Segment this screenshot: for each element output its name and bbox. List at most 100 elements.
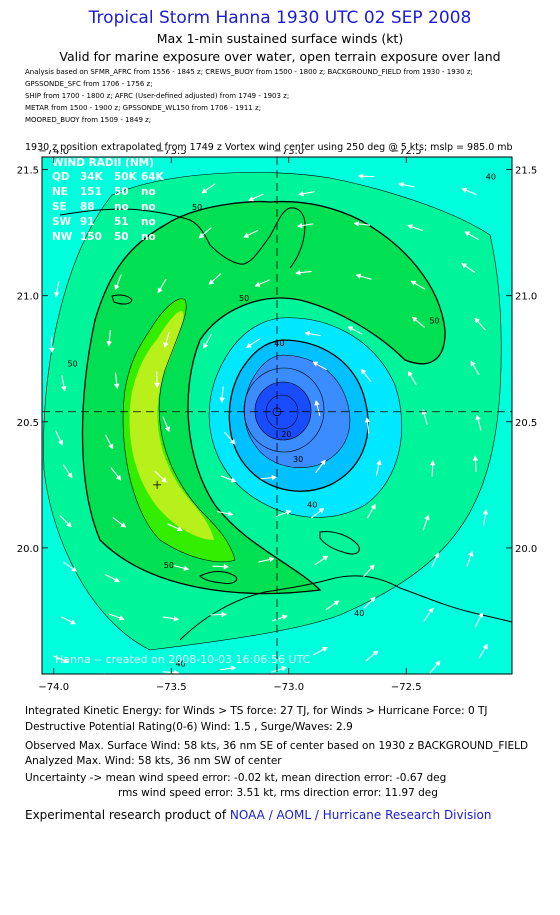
wind-field: 50 50 50 50 50 40 40 40 40 40 30 20 WIND RADII (NM)…: [42, 157, 512, 674]
wind-vector-head: [468, 550, 474, 557]
contour-label: 50: [429, 316, 439, 325]
chart-title: Tropical Storm Hanna 1930 UTC 02 SEP 200…: [88, 8, 472, 28]
wind-vector-head: [245, 342, 252, 348]
wind-analysis-plot: 50 50 50 50 50 40 40 40 40 40 30 20 WIND RADII (NM)…: [17, 150, 538, 693]
source-line: MOORED_BUOY from 1509 - 1849 z;: [25, 116, 152, 124]
wind-vector-head: [248, 196, 255, 202]
hrd-link[interactable]: NOAA / AOML / Hurricane Research Divisio…: [229, 808, 492, 822]
source-line: SHIP from 1700 - 1800 z; AFRC (User-defi…: [25, 92, 290, 100]
wind-vector-head: [464, 231, 471, 237]
wind-vector-head: [364, 417, 371, 423]
wind-vector-head: [114, 284, 120, 291]
wind-vector-head: [407, 224, 413, 230]
contour-label: 40: [307, 501, 317, 510]
plot-frame: [41, 156, 513, 675]
wind-radii-title: WIND RADII (NM): [52, 157, 154, 169]
wind-vector-head: [173, 615, 180, 622]
wind-vector-head: [66, 521, 72, 528]
wind-vector-head: [203, 342, 209, 349]
wind-radii-header-cell: 34K: [80, 171, 104, 183]
wind-vector-head: [398, 181, 405, 188]
analyzed-max-wind: Analyzed Max. Wind: 58 kts, 36 nm SW of …: [25, 755, 282, 767]
observed-max-wind: Observed Max. Surface Wind: 58 kts, 36 n…: [25, 740, 529, 752]
wind-radii-cell: 91: [80, 216, 95, 228]
wind-vector-head: [61, 385, 67, 392]
contour-label: 30: [293, 455, 303, 464]
wind-vector-head: [304, 330, 311, 337]
wind-vector-head: [201, 188, 208, 194]
source-line: METAR from 1500 - 1900 z; GPSSONDE_WL150…: [25, 104, 262, 112]
wind-vector-head: [154, 382, 160, 388]
wind-radii-header-cell: 50K: [114, 171, 138, 183]
wind-vector-head: [106, 341, 112, 347]
wind-radii-cell: NE: [52, 186, 68, 198]
y-tick-label-right: 20.0: [515, 544, 537, 555]
wind-vector-head: [271, 474, 277, 481]
coastlines: [59, 207, 512, 641]
creation-watermark: Hanna -- created on 2008-10-03 16:06:56 …: [55, 653, 311, 666]
wind-radii-cell: no: [141, 201, 156, 213]
wind-radii-table: WIND RADII (NM) QD 34K 50K 64K NE 151 50 no SE 88…: [52, 157, 165, 243]
wind-vector-head: [407, 370, 413, 377]
wind-radii-cell: 50: [114, 231, 129, 243]
wind-vector-head: [219, 397, 225, 403]
wind-vector-head: [424, 514, 430, 521]
wind-vector-head: [161, 477, 167, 483]
wind-radii-cell: 50: [114, 186, 129, 198]
contour-label: 40: [354, 609, 364, 618]
coastline-island: [111, 294, 133, 305]
wind-vector-head: [482, 509, 489, 515]
uncertainty-rms: rms wind speed error: 3.51 kt, rms direc…: [118, 787, 438, 799]
storm-center-marker: [272, 407, 282, 417]
wind-vector-head: [376, 459, 382, 466]
wind-vector-head: [254, 281, 261, 287]
contour-label: 40: [486, 173, 496, 182]
x-tick-label-top: −72.5: [391, 150, 422, 157]
coastline-island: [199, 571, 238, 584]
wind-vector-head: [243, 232, 250, 238]
wind-radii-cell: no: [141, 216, 156, 228]
wind-vector-head: [113, 383, 120, 390]
wind-vector-head: [229, 438, 236, 445]
wind-radii-cell: no: [141, 186, 156, 198]
uncertainty-mean: Uncertainty -> mean wind speed error: -0…: [25, 772, 447, 784]
x-tick-label-bottom: −73.5: [156, 682, 187, 693]
wind-vector-head: [221, 611, 227, 618]
wind-radii-cell: SE: [52, 201, 67, 213]
axis-tick-labels: −74.0 −74.0 −73.5 −73.5 −73.0 −73.0 −72.5 −72.5…: [17, 150, 538, 693]
wind-vector-head: [268, 556, 275, 563]
wind-vector-head: [295, 269, 301, 276]
wind-vector-head: [115, 673, 116, 674]
wind-vector-head: [428, 607, 434, 614]
contour-label: 50: [239, 294, 249, 303]
wind-vector-head: [355, 273, 362, 279]
contour-label: 50: [164, 561, 174, 570]
wind-vector-head: [372, 650, 379, 657]
wind-vector-head: [157, 287, 163, 294]
wind-vector-head: [120, 522, 127, 528]
wind-vector-head: [369, 564, 375, 571]
coastline-island: [319, 531, 360, 555]
wind-vector-head: [434, 660, 441, 667]
wind-vector-head: [318, 507, 325, 514]
wind-vector-head: [411, 316, 418, 323]
wind-vector-head: [118, 615, 125, 621]
wind-radii-header-cell: 64K: [141, 171, 165, 183]
wind-radii-cell: 51: [114, 216, 129, 228]
wind-vector-head: [281, 666, 287, 672]
x-tick-label-top: −73.0: [273, 150, 304, 157]
y-tick-label-right: 21.5: [515, 166, 537, 177]
wind-vector-head: [353, 221, 360, 227]
x-tick-label-bottom: −73.0: [273, 682, 304, 693]
wind-radii-cell: NW: [52, 231, 73, 243]
wind-vector-head: [360, 368, 367, 375]
wind-vector-head: [475, 414, 481, 421]
wind-vector-head: [410, 280, 417, 286]
wind-vector-head: [347, 326, 354, 332]
contour-label: 40: [274, 339, 284, 348]
wind-vector-head: [230, 665, 237, 672]
wind-vector-head: [49, 347, 55, 354]
wind-radii-cell: 88: [80, 201, 95, 213]
contour-lines: [43, 172, 502, 651]
wind-vector-head: [333, 600, 340, 606]
